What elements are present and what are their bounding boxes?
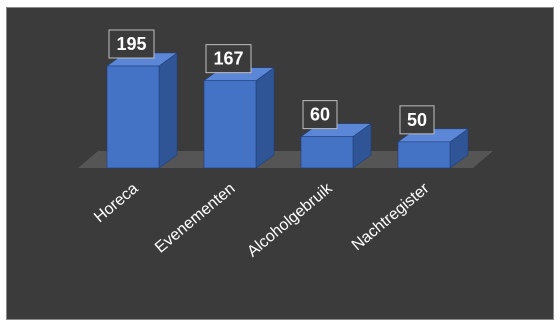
- bar-evenementen: [203, 80, 257, 169]
- bar-side-horeca: [158, 52, 178, 169]
- data-label: 50: [407, 110, 427, 130]
- bar-nachtregister: [397, 141, 451, 169]
- category-label: Horeca: [91, 180, 142, 226]
- category-label: Evenementen: [152, 180, 239, 256]
- data-label: 167: [213, 49, 243, 69]
- data-label-box: [302, 100, 338, 130]
- data-label: 60: [310, 105, 330, 125]
- data-label: 195: [116, 34, 146, 54]
- data-label-box: [108, 29, 155, 59]
- chart-floor: [78, 151, 493, 168]
- data-label-box: [399, 105, 435, 135]
- category-label: Alcoholgebruik: [244, 179, 336, 260]
- category-label: Nachtregister: [349, 180, 433, 255]
- bar-side-evenementen: [255, 67, 275, 169]
- bar-horeca: [106, 65, 160, 169]
- bar-alcoholgebruik: [300, 136, 354, 169]
- data-label-box: [205, 44, 252, 74]
